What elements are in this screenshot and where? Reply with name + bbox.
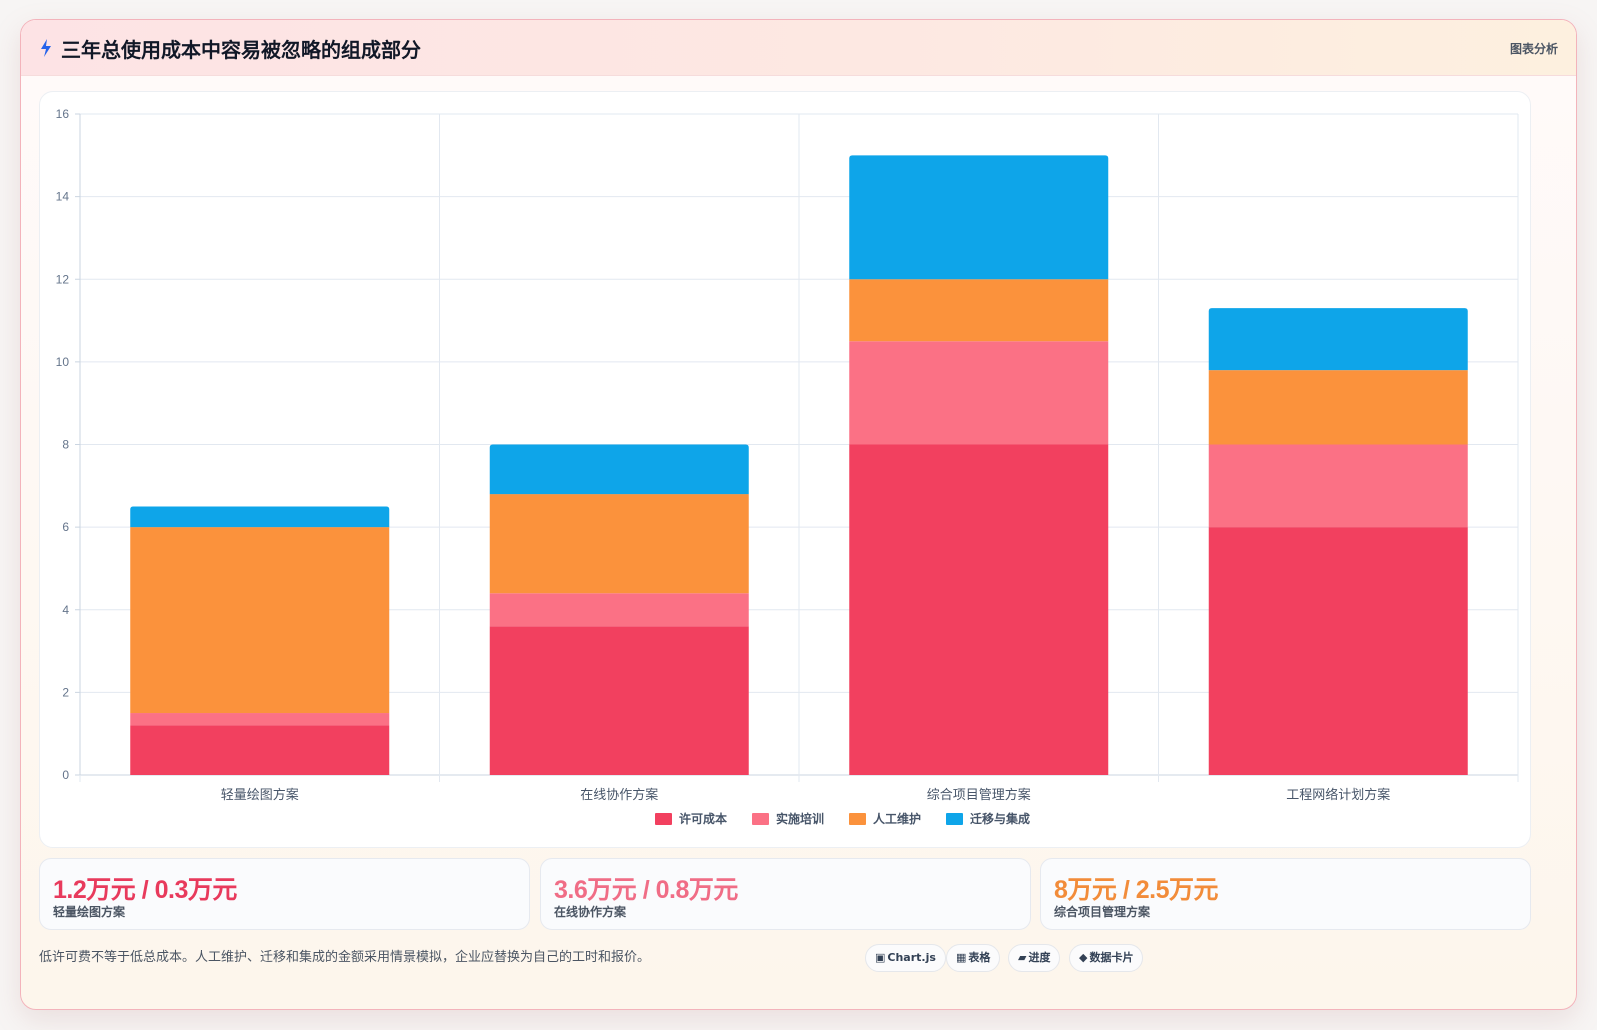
card-header: 三年总使用成本中容易被忽略的组成部分 图表分析 [21, 20, 1576, 76]
legend-label: 迁移与集成 [970, 811, 1030, 826]
stat-label: 综合项目管理方案 [1054, 905, 1151, 919]
bar-segment [489, 494, 749, 594]
y-tick-label: 14 [56, 190, 70, 204]
bar-segment [130, 713, 390, 726]
y-tick-label: 4 [62, 603, 69, 617]
table-icon: ▦ [956, 951, 967, 964]
chart-card: 三年总使用成本中容易被忽略的组成部分 图表分析 0 2 4 6 8 10 12 14 16 轻量绘… [20, 19, 1577, 1010]
table-button[interactable]: ▦ 表格 [946, 944, 1001, 972]
legend-label: 实施培训 [776, 811, 824, 826]
bar-segment [489, 444, 749, 495]
bar-segment [489, 593, 749, 627]
bar-segment [849, 279, 1109, 342]
legend-label: 许可成本 [679, 811, 727, 826]
chart-icon: ▣ [875, 951, 886, 964]
bar-segment [1208, 308, 1468, 371]
bar-segment [1208, 370, 1468, 445]
legend-swatch [849, 813, 866, 825]
legend-swatch [655, 813, 672, 825]
chart-analysis-tag: 图表分析 [1509, 42, 1558, 56]
stat-card-lightweight: 1.2万元 / 0.3万元 轻量绘图方案 [39, 858, 530, 930]
bar-segment [130, 527, 390, 714]
progress-label: 进度 [1028, 951, 1051, 964]
footnote: 低许可费不等于低总成本。人工维护、迁移和集成的金额采用情景模拟，企业应替换为自己… [39, 950, 651, 965]
x-tick-label: 在线协作方案 [580, 787, 658, 803]
chartjs-button[interactable]: ▣ Chart.js [865, 944, 946, 972]
bar-segment [849, 155, 1109, 280]
stat-value: 1.2万元 / 0.3万元 [53, 876, 237, 904]
chartjs-label: Chart.js [887, 951, 936, 964]
chart-panel: 0 2 4 6 8 10 12 14 16 轻量绘图方案 在线协作方案 综合项目管理方案 工程网络计划方… [39, 91, 1531, 848]
stat-card-collab: 3.6万元 / 0.8万元 在线协作方案 [540, 858, 1031, 930]
y-tick-label: 6 [62, 520, 69, 534]
data-card-label: 数据卡片 [1089, 951, 1134, 964]
diamond-icon: ◆ [1079, 951, 1088, 964]
legend-swatch [752, 813, 769, 825]
bar-segment [489, 626, 749, 775]
bar-segment [130, 506, 390, 528]
stat-label: 轻量绘图方案 [53, 905, 126, 919]
bar-segment [1208, 527, 1468, 775]
progress-button[interactable]: ▰ 进度 [1008, 944, 1061, 972]
y-tick-label: 16 [56, 107, 70, 121]
y-tick-label: 12 [56, 272, 70, 286]
y-tick-label: 8 [62, 438, 69, 452]
legend-swatch [946, 813, 963, 825]
stat-value: 8万元 / 2.5万元 [1054, 876, 1219, 904]
page-title: 三年总使用成本中容易被忽略的组成部分 [61, 38, 421, 62]
y-tick-label: 0 [62, 768, 69, 782]
y-tick-label: 2 [62, 685, 69, 699]
x-tick-label: 轻量绘图方案 [221, 787, 299, 803]
stat-card-project: 8万元 / 2.5万元 综合项目管理方案 [1040, 858, 1531, 930]
x-tick-label: 综合项目管理方案 [927, 787, 1031, 803]
data-card-button[interactable]: ◆ 数据卡片 [1069, 944, 1144, 972]
bar-segment [849, 341, 1109, 445]
y-tick-label: 10 [56, 355, 70, 369]
progress-icon: ▰ [1018, 951, 1027, 964]
bar-segment [130, 725, 390, 775]
bar-segment [1208, 444, 1468, 528]
stat-value: 3.6万元 / 0.8万元 [554, 876, 738, 904]
legend-label: 人工维护 [873, 811, 921, 826]
bar-segment [849, 444, 1109, 775]
x-tick-label: 工程网络计划方案 [1286, 787, 1390, 803]
stat-label: 在线协作方案 [554, 905, 627, 919]
table-label: 表格 [968, 951, 991, 964]
stacked-bar-chart: 0 2 4 6 8 10 12 14 16 轻量绘图方案 在线协作方案 综合项目管理方案 工程网络计划方… [56, 107, 1519, 826]
bolt-icon [41, 39, 51, 57]
